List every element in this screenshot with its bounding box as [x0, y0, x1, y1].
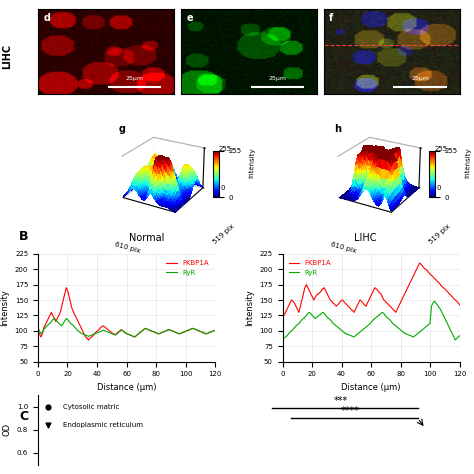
- RyR: [457, 333, 463, 338]
- Text: h: h: [334, 124, 341, 135]
- RyR: [132, 334, 137, 340]
- FKBP1A: [160, 329, 166, 335]
- RyR: [35, 325, 41, 330]
- FKBP1A: [35, 328, 41, 334]
- Line: FKBP1A: FKBP1A: [38, 288, 215, 340]
- Text: LIHC: LIHC: [354, 233, 376, 243]
- Text: 25μm: 25μm: [411, 76, 429, 82]
- RyR: [52, 316, 57, 321]
- RyR: [402, 330, 408, 336]
- RyR: [453, 337, 458, 343]
- FKBP1A: [453, 297, 458, 303]
- Line: RyR: RyR: [38, 319, 215, 337]
- RyR: [280, 337, 285, 343]
- Text: ****: ****: [341, 406, 360, 416]
- FKBP1A: [421, 265, 427, 271]
- Text: g: g: [118, 124, 125, 135]
- Text: B: B: [19, 230, 28, 243]
- FKBP1A: [317, 290, 323, 295]
- Text: Cytosolic matric: Cytosolic matric: [63, 404, 119, 410]
- FKBP1A: [457, 302, 463, 308]
- Y-axis label: 519 pix: 519 pix: [211, 223, 235, 245]
- Y-axis label: Intensity: Intensity: [0, 289, 9, 326]
- Text: f: f: [329, 13, 333, 23]
- FKBP1A: [86, 337, 91, 343]
- RyR: [178, 330, 184, 336]
- FKBP1A: [328, 297, 333, 303]
- Y-axis label: 519 pix: 519 pix: [428, 223, 451, 245]
- RyR: [432, 299, 438, 304]
- RyR: [84, 333, 90, 338]
- Y-axis label: OD: OD: [2, 423, 11, 437]
- FKBP1A: [84, 335, 90, 341]
- RyR: [328, 317, 333, 323]
- FKBP1A: [210, 328, 215, 334]
- X-axis label: Distance (μm): Distance (μm): [97, 383, 156, 392]
- RyR: [317, 312, 323, 318]
- FKBP1A: [402, 291, 408, 297]
- FKBP1A: [64, 285, 69, 291]
- FKBP1A: [74, 316, 80, 321]
- Text: LIHC: LIHC: [2, 44, 12, 70]
- Text: d: d: [43, 13, 50, 23]
- FKBP1A: [137, 330, 142, 336]
- Text: e: e: [186, 13, 193, 23]
- RyR: [160, 329, 166, 335]
- Line: FKBP1A: FKBP1A: [283, 263, 460, 319]
- FKBP1A: [178, 330, 184, 336]
- RyR: [212, 328, 218, 333]
- Legend: FKBP1A, RyR: FKBP1A, RyR: [286, 257, 334, 278]
- Line: RyR: RyR: [283, 301, 460, 340]
- FKBP1A: [280, 316, 285, 321]
- Point: [44, 403, 51, 410]
- Text: 25μm: 25μm: [126, 76, 144, 82]
- RyR: [210, 328, 215, 334]
- Text: 25μm: 25μm: [268, 76, 286, 82]
- FKBP1A: [378, 291, 383, 297]
- Legend: FKBP1A, RyR: FKBP1A, RyR: [164, 257, 212, 278]
- Text: ***: ***: [334, 395, 348, 406]
- RyR: [419, 327, 425, 332]
- Text: Endoplasmic reticulum: Endoplasmic reticulum: [63, 422, 143, 428]
- RyR: [74, 327, 80, 332]
- Y-axis label: Intensity: Intensity: [245, 289, 254, 326]
- Text: C: C: [19, 410, 28, 423]
- Text: Normal: Normal: [129, 233, 164, 243]
- Point: [44, 421, 51, 429]
- X-axis label: 610 pix: 610 pix: [114, 242, 141, 255]
- FKBP1A: [212, 328, 218, 333]
- X-axis label: 610 pix: 610 pix: [330, 242, 357, 255]
- RyR: [378, 311, 383, 317]
- FKBP1A: [417, 260, 422, 266]
- RyR: [137, 330, 142, 336]
- X-axis label: Distance (μm): Distance (μm): [341, 383, 401, 392]
